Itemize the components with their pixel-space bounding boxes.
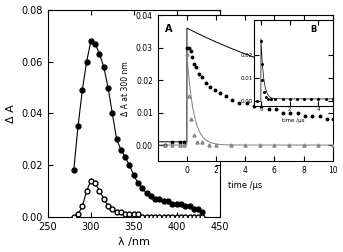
Y-axis label: Δ A at 300 nm: Δ A at 300 nm bbox=[121, 61, 130, 116]
X-axis label: λ /nm: λ /nm bbox=[118, 237, 150, 247]
Text: B: B bbox=[311, 25, 317, 34]
X-axis label: time /µs: time /µs bbox=[282, 118, 305, 123]
Y-axis label: Δ A: Δ A bbox=[6, 104, 16, 123]
Text: A: A bbox=[165, 24, 172, 34]
X-axis label: time /µs: time /µs bbox=[228, 181, 262, 190]
